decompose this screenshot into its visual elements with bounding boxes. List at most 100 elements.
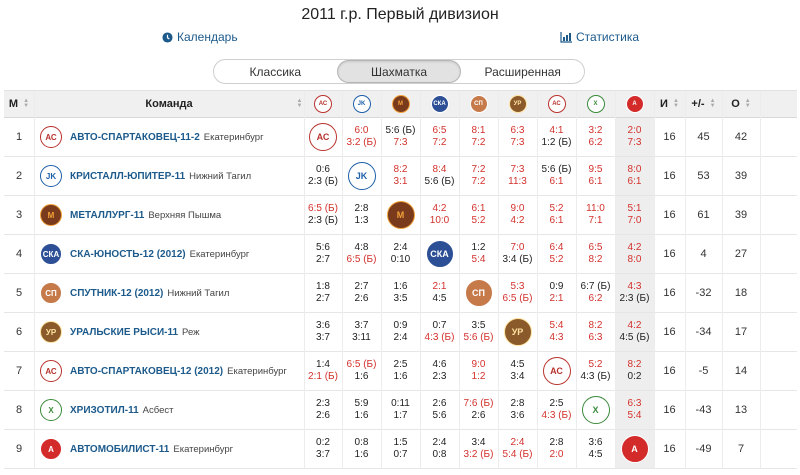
match-score-cell[interactable]: 2:5 1:6 (381, 352, 420, 390)
match-score-cell[interactable]: 11:0 7:1 (576, 196, 615, 234)
match-score-cell[interactable]: 3:7 3:11 (342, 313, 381, 351)
match-score-cell[interactable]: 5:1 7:0 (615, 196, 654, 234)
match-score-cell[interactable]: 4:2 10:0 (420, 196, 459, 234)
sort-arrows-icon[interactable]: ▲ ▼ (744, 98, 751, 109)
match-score-cell[interactable]: 6:4 5:2 (537, 235, 576, 273)
match-score-cell[interactable]: 2:8 2:0 (537, 430, 576, 468)
match-score-cell[interactable]: 0:2 3:7 (304, 430, 342, 468)
statistics-link[interactable]: Статистика (560, 30, 639, 44)
match-score-cell[interactable]: 2:8 3:6 (498, 391, 537, 429)
match-score-cell[interactable]: 4:6 2:3 (420, 352, 459, 390)
match-score-cell[interactable]: 8:2 0:2 (615, 352, 654, 390)
team-name-link[interactable]: УРАЛЬСКИЕ РЫСИ-11 (70, 326, 179, 338)
header-team-sort[interactable]: ▲ ▼ (290, 91, 304, 117)
header-opponent-3[interactable]: М (381, 91, 420, 117)
match-score-cell[interactable]: 7:6 (Б) 2:6 (459, 391, 498, 429)
match-score-cell[interactable]: 4:1 1:2 (Б) (537, 118, 576, 156)
team-name-link[interactable]: ХРИЗОТИЛ-11 (70, 404, 139, 416)
header-opponent-1[interactable]: АС (304, 91, 342, 117)
match-score-cell[interactable]: 2:6 5:6 (420, 391, 459, 429)
match-score-cell[interactable]: 4:5 3:4 (498, 352, 537, 390)
team-name-link[interactable]: СПУТНИК-12 (2012) (70, 287, 164, 299)
header-points[interactable]: О ▲ ▼ (722, 91, 760, 117)
match-score-cell[interactable]: 3:5 5:6 (Б) (459, 313, 498, 351)
match-score-cell[interactable]: 8:2 6:3 (576, 313, 615, 351)
match-score-cell[interactable]: 9:0 1:2 (459, 352, 498, 390)
match-score-cell[interactable]: 7:3 11:3 (498, 157, 537, 195)
team-name-link[interactable]: СКА-ЮНОСТЬ-12 (2012) (70, 248, 186, 260)
header-opponent-9[interactable]: А (615, 91, 654, 117)
header-opponent-6[interactable]: УР (498, 91, 537, 117)
match-score-cell[interactable]: 6:5 (Б) 2:3 (Б) (304, 196, 342, 234)
match-score-cell[interactable]: 4:8 6:5 (Б) (342, 235, 381, 273)
match-score-cell[interactable]: 4:2 8:0 (615, 235, 654, 273)
team-name-link[interactable]: АВТО-СПАРТАКОВЕЦ-12 (2012) (70, 365, 224, 377)
sort-arrows-icon[interactable]: ▲ ▼ (296, 98, 303, 109)
tab-extended[interactable]: Расширенная (484, 64, 561, 79)
header-games[interactable]: И ▲ ▼ (654, 91, 685, 117)
match-score-cell[interactable]: 2:5 4:3 (Б) (537, 391, 576, 429)
match-score-cell[interactable]: 3:2 6:2 (576, 118, 615, 156)
team-name-link[interactable]: АВТО-СПАРТАКОВЕЦ-11-2 (70, 131, 200, 143)
match-score-cell[interactable]: 2:7 2:6 (342, 274, 381, 312)
match-score-cell[interactable]: 5:6 (Б) 6:1 (537, 157, 576, 195)
header-opponent-7[interactable]: АС (537, 91, 576, 117)
match-score-cell[interactable]: 9:5 6:1 (576, 157, 615, 195)
sort-arrows-icon[interactable]: ▲ ▼ (672, 98, 679, 109)
match-score-cell[interactable]: 7:2 7:2 (459, 157, 498, 195)
sort-arrows-icon[interactable]: ▲ ▼ (709, 98, 716, 109)
match-score-cell[interactable]: 6:3 7:3 (498, 118, 537, 156)
match-score-cell[interactable]: 5:2 6:1 (537, 196, 576, 234)
match-score-cell[interactable]: 6:1 5:2 (459, 196, 498, 234)
match-score-cell[interactable]: 8:4 5:6 (Б) (420, 157, 459, 195)
team-name-link[interactable]: КРИСТАЛЛ-ЮПИТЕР-11 (70, 170, 186, 182)
match-score-cell[interactable]: 0:8 1:6 (342, 430, 381, 468)
match-score-cell[interactable]: 1:6 3:5 (381, 274, 420, 312)
header-opponent-4[interactable]: СКА (420, 91, 459, 117)
match-score-cell[interactable]: 8:0 6:1 (615, 157, 654, 195)
sort-arrows-icon[interactable]: ▲ ▼ (23, 98, 30, 109)
match-score-cell[interactable]: 6:7 (Б) 6:2 (576, 274, 615, 312)
header-opponent-8[interactable]: Х (576, 91, 615, 117)
match-score-cell[interactable]: 3:6 3:7 (304, 313, 342, 351)
match-score-cell[interactable]: 1:2 5:4 (459, 235, 498, 273)
match-score-cell[interactable]: 9:0 4:2 (498, 196, 537, 234)
match-score-cell[interactable]: 2:4 0:10 (381, 235, 420, 273)
match-score-cell[interactable]: 6:5 8:2 (576, 235, 615, 273)
match-score-cell[interactable]: 1:8 2:7 (304, 274, 342, 312)
match-score-cell[interactable]: 1:5 0:7 (381, 430, 420, 468)
match-score-cell[interactable]: 2:3 2:6 (304, 391, 342, 429)
match-score-cell[interactable]: 2:1 4:5 (420, 274, 459, 312)
team-name-link[interactable]: МЕТАЛЛУРГ-11 (70, 209, 145, 221)
tab-chessboard[interactable]: Шахматка (336, 60, 462, 83)
match-score-cell[interactable]: 3:6 4:5 (576, 430, 615, 468)
match-score-cell[interactable]: 4:2 4:5 (Б) (615, 313, 654, 351)
match-score-cell[interactable]: 8:2 3:1 (381, 157, 420, 195)
match-score-cell[interactable]: 5:6 (Б) 7:3 (381, 118, 420, 156)
match-score-cell[interactable]: 6:5 7:2 (420, 118, 459, 156)
tab-classic[interactable]: Классика (249, 64, 302, 79)
match-score-cell[interactable]: 5:6 2:7 (304, 235, 342, 273)
match-score-cell[interactable]: 2:0 7:3 (615, 118, 654, 156)
match-score-cell[interactable]: 2:8 1:3 (342, 196, 381, 234)
match-score-cell[interactable]: 5:3 6:5 (Б) (498, 274, 537, 312)
header-diff[interactable]: +/- ▲ ▼ (685, 91, 722, 117)
match-score-cell[interactable]: 5:4 4:3 (537, 313, 576, 351)
match-score-cell[interactable]: 6:0 3:2 (Б) (342, 118, 381, 156)
match-score-cell[interactable]: 3:4 3:2 (Б) (459, 430, 498, 468)
match-score-cell[interactable]: 6:3 5:4 (615, 391, 654, 429)
header-opponent-2[interactable]: JK (342, 91, 381, 117)
match-score-cell[interactable]: 0:11 1:7 (381, 391, 420, 429)
match-score-cell[interactable]: 2:4 5:4 (Б) (498, 430, 537, 468)
match-score-cell[interactable]: 0:9 2:4 (381, 313, 420, 351)
match-score-cell[interactable]: 5:2 4:3 (Б) (576, 352, 615, 390)
calendar-link[interactable]: Календарь (162, 30, 238, 44)
match-score-cell[interactable]: 6:5 (Б) 1:6 (342, 352, 381, 390)
match-score-cell[interactable]: 7:0 3:4 (Б) (498, 235, 537, 273)
header-place[interactable]: М ▲ ▼ (4, 91, 34, 117)
match-score-cell[interactable]: 1:4 2:1 (Б) (304, 352, 342, 390)
header-opponent-5[interactable]: СП (459, 91, 498, 117)
team-name-link[interactable]: АВТОМОБИЛИСТ-11 (70, 443, 170, 455)
match-score-cell[interactable]: 0:6 2:3 (Б) (304, 157, 342, 195)
match-score-cell[interactable]: 0:9 2:1 (537, 274, 576, 312)
